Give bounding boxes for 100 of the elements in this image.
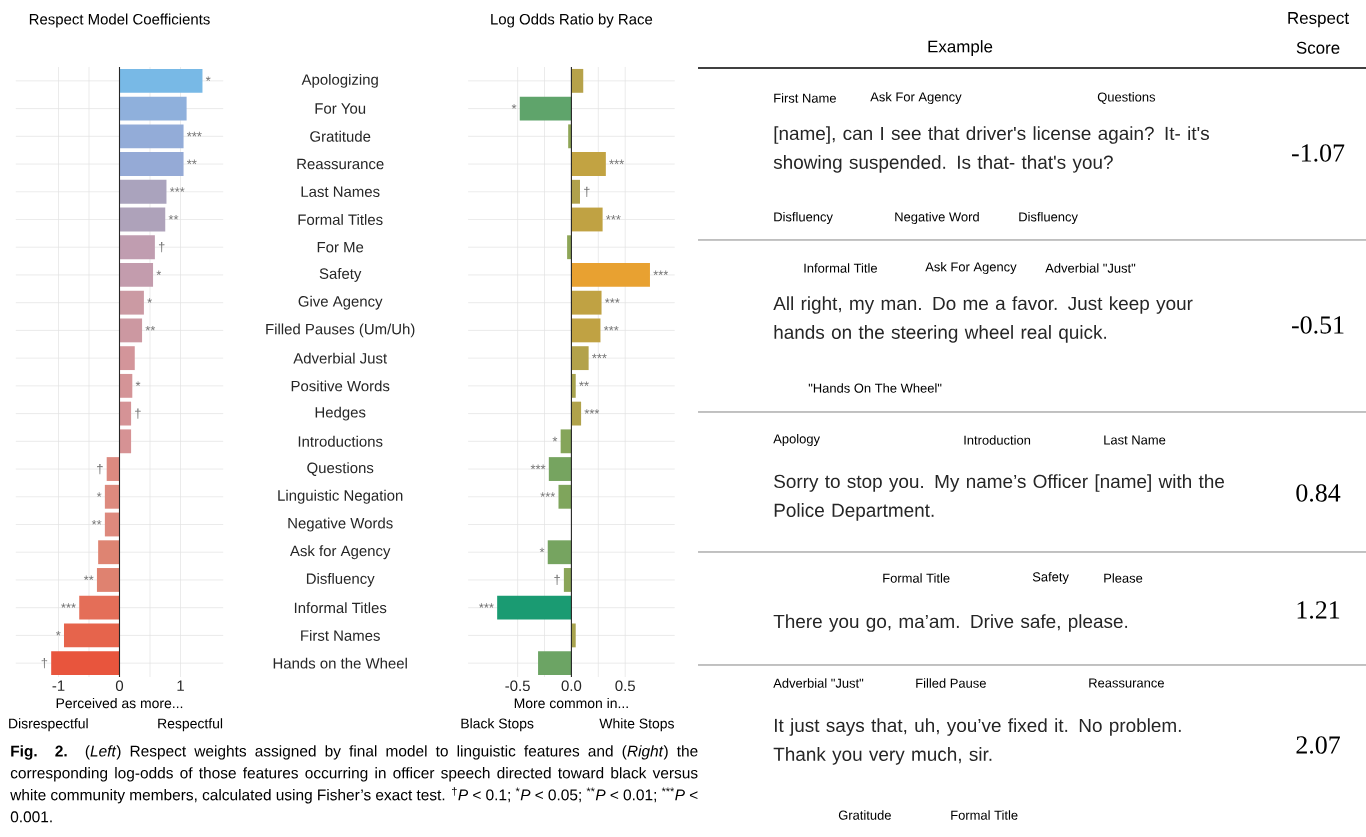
bar — [119, 124, 184, 149]
text: [name], can I see that driver's license again? It- it's showing suspended. Is that- that's you? — [773, 126, 1209, 173]
bar — [104, 484, 120, 509]
bar — [571, 179, 581, 204]
bar — [96, 568, 120, 592]
bar — [538, 651, 572, 676]
bar — [119, 429, 132, 454]
bar — [571, 623, 576, 648]
x-axis-title: Perceived as more... — [56, 697, 183, 709]
bar — [119, 401, 132, 426]
data-label: * — [539, 547, 545, 553]
data-label: *** — [592, 353, 607, 359]
data-label: † — [158, 242, 165, 253]
text: Black Stops — [461, 718, 534, 732]
bar — [104, 512, 120, 537]
text: 2.07 — [1296, 736, 1340, 754]
data-label: *** — [186, 131, 202, 137]
bar — [571, 290, 602, 315]
bar — [119, 179, 167, 204]
chart-title: Respect Model Coefficients — [29, 13, 210, 28]
text: Disfluency — [774, 211, 833, 225]
x-tick-label: 1 — [177, 680, 184, 691]
data-label: * — [96, 492, 102, 497]
x-axis-title: More common in... — [514, 697, 628, 709]
data-label: * — [147, 298, 152, 303]
y-tick-label: For You — [315, 103, 366, 114]
y-tick-label: Hands on the Wheel — [273, 657, 407, 669]
text: Adverbial "Just" — [1045, 263, 1136, 273]
text: Informal Title — [804, 263, 878, 273]
x-tick-label: 0.5 — [615, 680, 635, 692]
data-label: *** — [61, 603, 76, 608]
text: Sorry to stop you. My name’s Officer [name] with the Police Department. — [774, 474, 1225, 521]
text: There you go, ma’am. Drive safe, please. — [773, 614, 1128, 632]
bar — [568, 124, 572, 149]
bar — [563, 568, 572, 592]
text: -0.51 — [1292, 316, 1344, 334]
bar — [571, 68, 584, 93]
y-tick-label: For Me — [317, 242, 364, 253]
text: Respectful — [158, 718, 223, 732]
data-label: ** — [186, 159, 197, 165]
bar — [63, 623, 120, 648]
data-label: ** — [145, 325, 156, 331]
data-label: * — [205, 76, 211, 81]
data-label: *** — [169, 187, 185, 192]
text: Formal Title — [883, 573, 950, 583]
data-label: *** — [604, 298, 620, 303]
text: Please — [1104, 573, 1143, 583]
bar — [119, 318, 143, 343]
text: Introduction — [964, 435, 1031, 445]
y-tick-label: Positive Words — [291, 380, 390, 392]
y-tick-label: Questions — [307, 462, 374, 476]
text: Questions — [1097, 92, 1156, 104]
y-tick-label: Informal Titles — [294, 602, 387, 614]
text: It just says that, uh, you’ve fixed it. No problem. Thank you very much, sir. — [773, 718, 1181, 765]
y-tick-label: Gratitude — [310, 130, 371, 142]
bar — [558, 484, 572, 509]
data-label: * — [552, 436, 558, 442]
bar — [519, 96, 572, 121]
text: Disrespectful — [9, 718, 88, 732]
text: Ask For Agency — [925, 261, 1017, 275]
bar — [547, 540, 572, 565]
y-tick-label: Linguistic Negation — [278, 489, 403, 504]
bar — [571, 346, 589, 371]
text: Negative Word — [895, 211, 979, 225]
data-label: *** — [606, 215, 621, 220]
y-tick-label: Apologizing — [301, 73, 378, 88]
y-tick-label: Safety — [319, 268, 362, 282]
bar — [51, 651, 120, 676]
text: Ask For Agency — [870, 91, 962, 105]
data-label: * — [135, 381, 141, 386]
bar — [119, 373, 133, 398]
y-tick-label: Introductions — [298, 435, 383, 447]
data-label: *** — [603, 325, 619, 331]
bar — [79, 595, 120, 620]
data-label: * — [511, 104, 517, 109]
data-label: † — [554, 574, 560, 586]
data-label: *** — [653, 270, 669, 276]
y-tick-label: Ask for Agency — [289, 545, 391, 560]
bar — [571, 152, 606, 176]
bar — [571, 207, 603, 232]
bar — [571, 263, 650, 287]
data-label: *** — [479, 603, 494, 608]
bar — [119, 96, 187, 121]
text: Safety — [1032, 571, 1069, 585]
data-label: ** — [83, 575, 94, 581]
x-tick-label: -1 — [52, 680, 65, 691]
text: First Name — [774, 93, 836, 103]
bar — [567, 235, 572, 260]
text: 0.84 — [1296, 484, 1341, 502]
x-tick-label: 0 — [115, 680, 124, 692]
bar — [119, 207, 166, 232]
bar — [106, 457, 120, 481]
data-label: † — [97, 463, 103, 475]
bar — [119, 346, 135, 371]
x-tick-label: 0.0 — [561, 680, 582, 692]
data-label: ** — [168, 215, 179, 220]
bar — [119, 290, 144, 315]
data-label: * — [156, 270, 162, 276]
text: Apology — [773, 433, 820, 447]
y-tick-label: Last Names — [301, 186, 380, 197]
